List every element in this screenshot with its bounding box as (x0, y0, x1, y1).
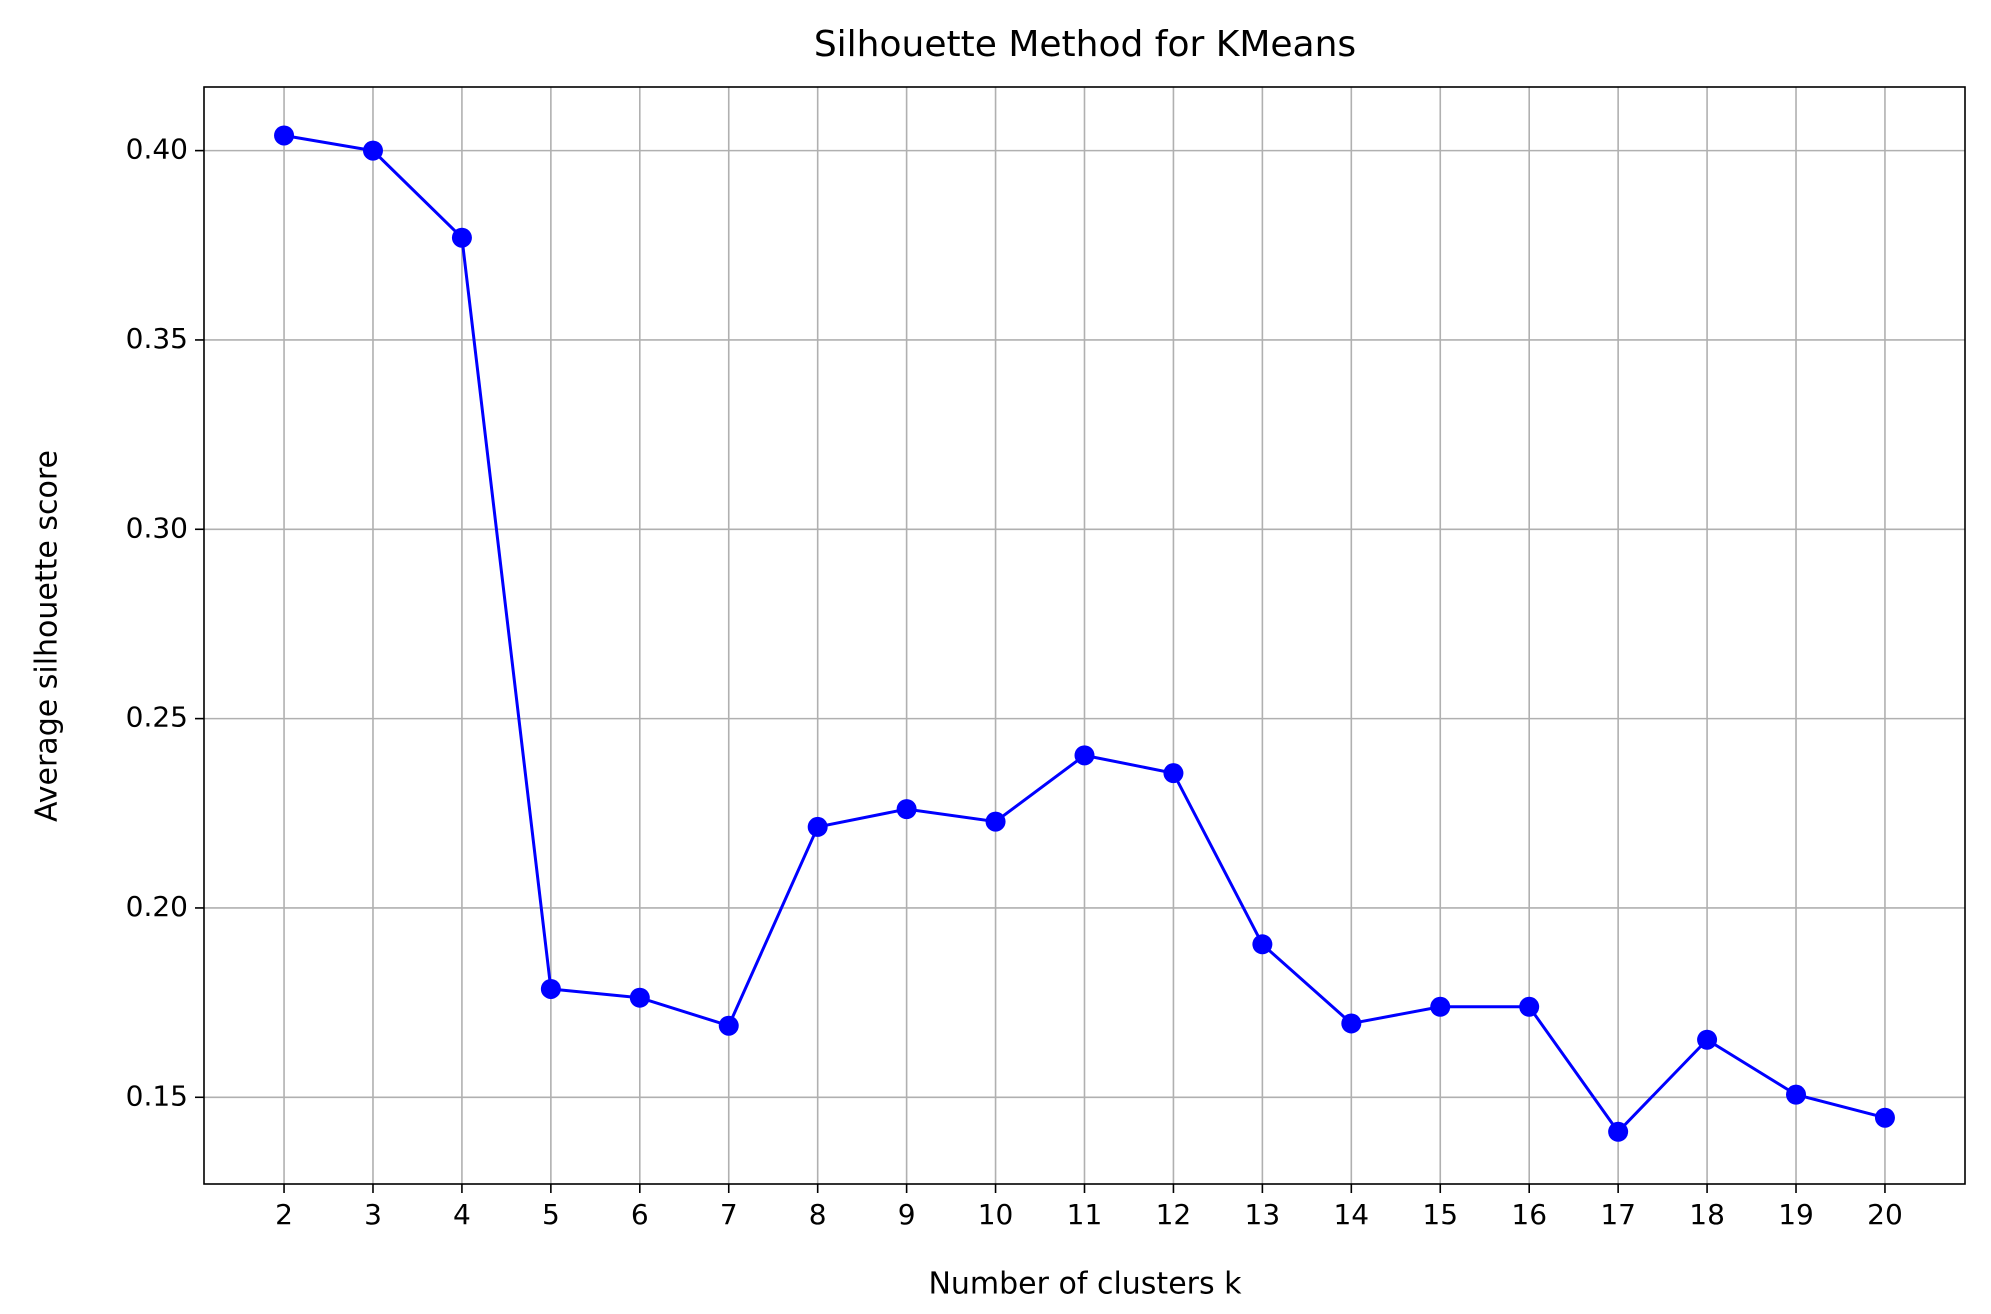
x-tick-label: 5 (542, 1198, 560, 1231)
point (1252, 934, 1273, 955)
x-tick-label: 17 (1600, 1198, 1636, 1231)
plot-frame (203, 86, 1966, 1185)
x-tick-label: 13 (1245, 1198, 1281, 1231)
point (1519, 996, 1540, 1017)
x-tick-label: 14 (1333, 1198, 1369, 1231)
chart-title: Silhouette Method for KMeans (814, 24, 1356, 65)
x-tick-label: 15 (1422, 1198, 1458, 1231)
point (1697, 1029, 1718, 1050)
point (274, 125, 295, 146)
point (1608, 1121, 1629, 1142)
y-tick-label: 0.20 (126, 890, 188, 923)
y-tick-label: 0.15 (126, 1079, 188, 1112)
point (1074, 745, 1095, 766)
x-tick-label: 20 (1867, 1198, 1903, 1231)
point (1430, 996, 1451, 1017)
x-tick-label: 12 (1156, 1198, 1192, 1231)
x-tick-label: 11 (1067, 1198, 1103, 1231)
point (807, 816, 828, 837)
point (1874, 1107, 1895, 1128)
point (362, 140, 383, 161)
point (540, 978, 561, 999)
x-tick-label: 16 (1511, 1198, 1547, 1231)
point (1786, 1084, 1807, 1105)
point (985, 811, 1006, 832)
point (896, 799, 917, 820)
point (1163, 763, 1184, 784)
x-tick-label: 3 (364, 1198, 382, 1231)
x-tick-label: 2 (275, 1198, 293, 1231)
point (451, 227, 472, 248)
x-tick-label: 4 (453, 1198, 471, 1231)
y-tick-label: 0.25 (126, 701, 188, 734)
point (718, 1015, 739, 1036)
x-tick-label: 7 (720, 1198, 738, 1231)
point (629, 987, 650, 1008)
y-tick-label: 0.40 (126, 133, 188, 166)
x-tick-label: 6 (631, 1198, 649, 1231)
y-tick-label: 0.30 (126, 511, 188, 544)
y-tick-label: 0.35 (126, 322, 188, 355)
x-tick-label: 9 (898, 1198, 916, 1231)
x-tick-label: 19 (1778, 1198, 1814, 1231)
x-axis-label: Number of clusters k (928, 1267, 1242, 1302)
y-axis-label: Average silhouette score (30, 450, 65, 822)
point (1341, 1013, 1362, 1034)
x-tick-label: 10 (978, 1198, 1014, 1231)
x-tick-label: 18 (1689, 1198, 1725, 1231)
x-tick-label: 8 (809, 1198, 827, 1231)
